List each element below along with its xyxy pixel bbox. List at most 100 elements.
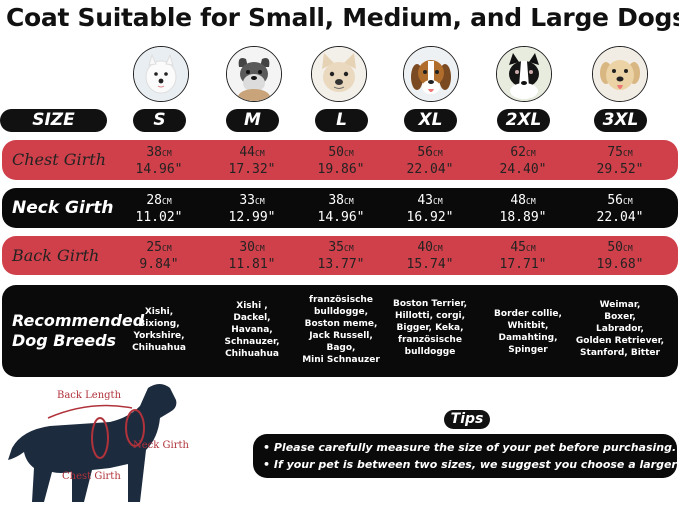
breeds-label-line2: Dog Breeds (12, 331, 117, 350)
cm-value: 50 (607, 240, 623, 255)
breed-name: Whitbit, (507, 321, 549, 331)
breed-name: Boxer, (604, 312, 636, 322)
breed-list-m: Xishi , Dackel, Havana, Schnauzer, Chihuahua (204, 300, 300, 360)
chest-girth-cell: 38CM 14.96" (114, 145, 204, 178)
breed-name: Stanford, Bitter (580, 348, 660, 358)
back-girth-cell: 50CM 19.68" (575, 240, 665, 273)
breed-name: Xishi, (144, 307, 174, 317)
breed-name: Border collie, (494, 309, 562, 319)
cm-value: 50 (328, 145, 344, 160)
breeds-row: Recommended Dog Breeds (2, 285, 678, 377)
back-girth-cell: 35CM 13.77" (296, 240, 386, 273)
cm-unit: CM (433, 244, 443, 253)
breed-name: Boston Terrier, (392, 299, 468, 309)
cm-unit: CM (433, 197, 443, 206)
tip-2: • If your pet is between two sizes, we s… (263, 458, 679, 471)
inch-value: 14.96" (135, 162, 183, 177)
cm-value: 48 (510, 193, 526, 208)
neck-girth-label: Neck Girth (12, 198, 114, 218)
size-m: M (226, 109, 279, 132)
inch-value: 11.81" (228, 257, 276, 272)
chest-girth-diagram-label: Chest Girth (62, 471, 121, 482)
inch-value: 22.04" (406, 162, 454, 177)
breed-name: Dackel, (233, 313, 271, 323)
breed-name: bulldogge, (313, 307, 369, 317)
cm-value: 28 (146, 193, 162, 208)
cm-value: 40 (417, 240, 433, 255)
breed-name: Bago, (326, 343, 356, 353)
inch-value: 9.84" (139, 257, 179, 272)
cm-unit: CM (526, 244, 536, 253)
cm-unit: CM (162, 197, 172, 206)
cm-unit: CM (344, 149, 354, 158)
inch-value: 13.77" (317, 257, 365, 272)
page-title: Coat Suitable for Small, Medium, and Lar… (6, 3, 679, 32)
breed-name: Hillotti, corgi, (394, 311, 466, 321)
breed-name: Boston meme, (304, 319, 378, 329)
breed-name: Damahting, (498, 333, 558, 343)
cm-unit: CM (344, 197, 354, 206)
breeds-label: Recommended Dog Breeds (12, 311, 144, 351)
cm-unit: CM (162, 149, 172, 158)
chest-girth-cell: 56CM 22.04" (385, 145, 475, 178)
cm-value: 56 (417, 145, 433, 160)
breed-list-l: französische bulldogge, Boston meme, Jack R… (293, 294, 389, 366)
breed-name: Golden Retriever, (575, 336, 665, 346)
neck-girth-row: Neck Girth (2, 188, 678, 228)
cm-value: 44 (239, 145, 255, 160)
cm-value: 25 (146, 240, 162, 255)
inch-value: 14.96" (317, 210, 365, 225)
back-girth-row: Back Girth (2, 236, 678, 275)
chest-girth-row: Chest Girth (2, 140, 678, 180)
west-highland-terrier-icon (133, 46, 189, 102)
cm-value: 30 (239, 240, 255, 255)
tip-1: • Please carefully measure the size of y… (263, 441, 677, 454)
breed-name: Schnauzer, (224, 337, 280, 347)
cm-unit: CM (255, 244, 265, 253)
size-xl: XL (404, 109, 457, 132)
inch-value: 18.89" (499, 210, 547, 225)
size-3xl: 3XL (594, 109, 647, 132)
neck-girth-cell: 56CM 22.04" (575, 193, 665, 226)
breed-name: Spinger (508, 345, 548, 355)
chest-girth-cell: 50CM 19.86" (296, 145, 386, 178)
beagle-icon (403, 46, 459, 102)
neck-girth-diagram-label: Neck Girth (133, 440, 189, 451)
back-girth-cell: 30CM 11.81" (207, 240, 297, 273)
breed-name: Chihuahua (132, 343, 186, 353)
breed-list-2xl: Border collie, Whitbit, Damahting, Spinger (480, 308, 576, 356)
cm-unit: CM (623, 244, 633, 253)
back-girth-cell: 45CM 17.71" (478, 240, 568, 273)
size-header: SIZE (0, 109, 107, 132)
breed-name: Chihuahua (225, 349, 279, 359)
chest-girth-cell: 44CM 17.32" (207, 145, 297, 178)
inch-value: 24.40" (499, 162, 547, 177)
back-girth-cell: 25CM 9.84" (114, 240, 204, 273)
tips-header: Tips (444, 410, 490, 429)
breed-name: Xishi , (236, 301, 268, 311)
back-length-label: Back Length (57, 390, 122, 401)
cm-unit: CM (526, 149, 536, 158)
french-bulldog-icon (311, 46, 367, 102)
cm-value: 33 (239, 193, 255, 208)
cm-unit: CM (344, 244, 354, 253)
breed-list-xl: Boston Terrier, Hillotti, corgi, Bigger, K… (382, 298, 478, 358)
inch-value: 11.02" (135, 210, 183, 225)
cm-value: 45 (510, 240, 526, 255)
breed-name: französische (398, 335, 462, 345)
labrador-icon (592, 46, 648, 102)
cm-value: 75 (607, 145, 623, 160)
cm-value: 35 (328, 240, 344, 255)
breed-name: Havana, (231, 325, 273, 335)
border-collie-icon (496, 46, 552, 102)
schnauzer-icon (226, 46, 282, 102)
inch-value: 22.04" (596, 210, 644, 225)
breed-name: Yorkshire, (133, 331, 185, 341)
back-girth-label: Back Girth (12, 246, 100, 265)
tips-box: • Please carefully measure the size of y… (253, 434, 679, 478)
breed-name: bulldogge (404, 347, 456, 357)
inch-value: 17.71" (499, 257, 547, 272)
breed-name: Bixiong, (138, 319, 180, 329)
breed-name: Jack Russell, (309, 331, 373, 341)
neck-girth-cell: 38CM 14.96" (296, 193, 386, 226)
